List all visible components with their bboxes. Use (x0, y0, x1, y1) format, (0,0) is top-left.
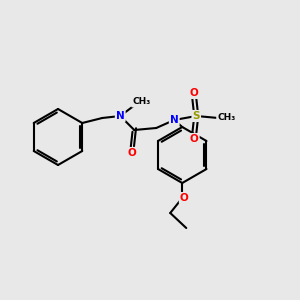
Text: N: N (116, 111, 124, 121)
Text: O: O (190, 88, 199, 98)
Text: O: O (180, 193, 189, 203)
Text: CH₃: CH₃ (132, 98, 150, 106)
Text: CH₃: CH₃ (217, 113, 236, 122)
Text: O: O (190, 134, 199, 144)
Text: O: O (128, 148, 136, 158)
Text: S: S (193, 111, 200, 121)
Text: N: N (170, 115, 178, 125)
